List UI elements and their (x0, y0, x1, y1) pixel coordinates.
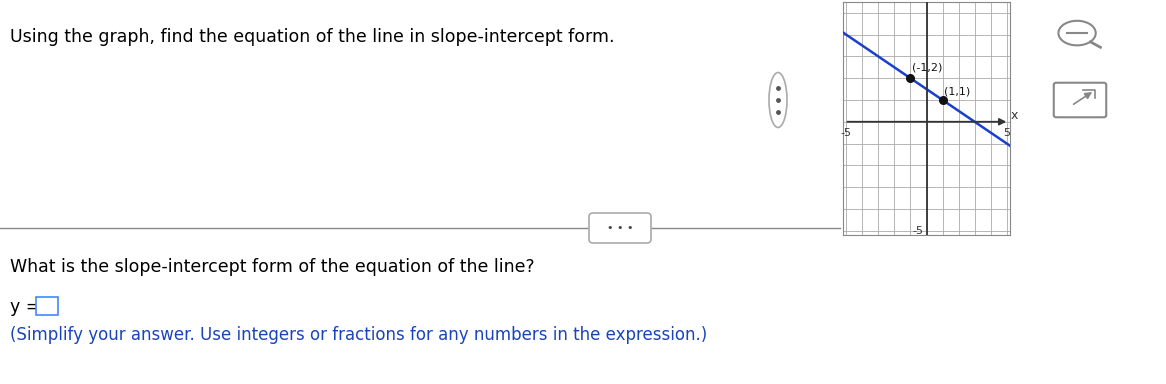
Text: What is the slope-intercept form of the equation of the line?: What is the slope-intercept form of the … (10, 258, 535, 276)
Text: • • •: • • • (606, 223, 633, 233)
Text: (-1,2): (-1,2) (912, 63, 942, 73)
Text: (Simplify your answer. Use integers or fractions for any numbers in the expressi: (Simplify your answer. Use integers or f… (10, 326, 708, 344)
Circle shape (1059, 21, 1096, 45)
Ellipse shape (770, 73, 787, 127)
Text: -5: -5 (912, 226, 923, 236)
FancyBboxPatch shape (1054, 83, 1107, 117)
Text: -5: -5 (841, 128, 851, 138)
Text: 5: 5 (1003, 128, 1010, 138)
Text: y =: y = (10, 298, 41, 316)
FancyBboxPatch shape (589, 213, 651, 243)
FancyBboxPatch shape (36, 297, 58, 315)
Text: Using the graph, find the equation of the line in slope-intercept form.: Using the graph, find the equation of th… (10, 28, 614, 46)
Text: x: x (1011, 109, 1018, 122)
Text: (1,1): (1,1) (944, 86, 970, 96)
